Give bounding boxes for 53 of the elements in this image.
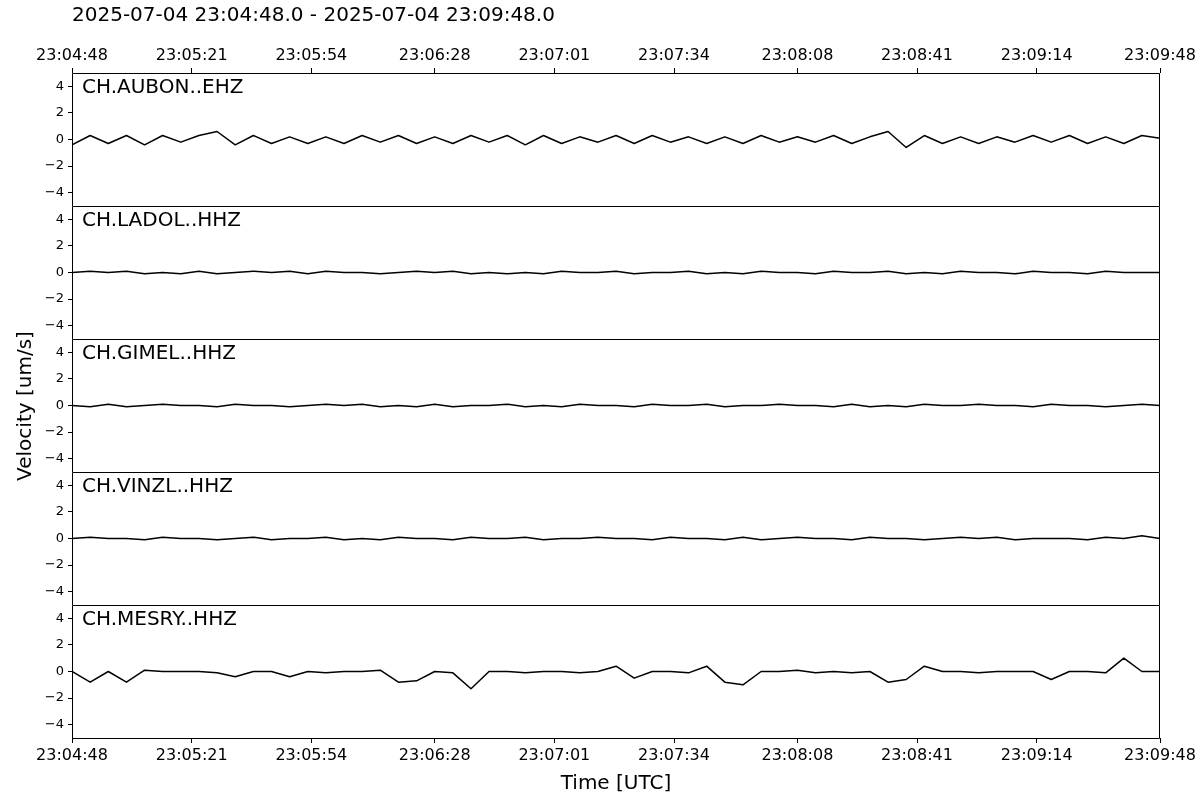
- y-tick-label: 4: [55, 476, 64, 492]
- y-tick-label: 2: [55, 370, 64, 386]
- x2-tick-label: 23:07:01: [518, 44, 591, 64]
- text: CH.LADOL..HHZ: [82, 207, 242, 232]
- y-tick-label: −4: [44, 450, 64, 466]
- x-tick-label: 23:07:34: [638, 744, 710, 764]
- y-tick-label: 0: [55, 662, 64, 678]
- y-tick-label: −2: [44, 290, 64, 306]
- y-tick-label: 2: [55, 503, 64, 519]
- x2-tick-label: 23:08:08: [761, 44, 834, 64]
- y-tick-label: −2: [44, 423, 64, 439]
- y-tick-label: 0: [55, 396, 64, 412]
- text: CH.MESRY..HHZ: [82, 606, 237, 631]
- x2-tick-label: 23:09:48: [1124, 44, 1196, 64]
- y-tick-label: 2: [55, 237, 64, 253]
- y-tick-label: 4: [55, 343, 64, 359]
- series-label: CH.GIMEL..HHZ: [82, 340, 236, 365]
- y-tick-label: 0: [55, 263, 64, 279]
- y-tick-label: 2: [55, 104, 64, 120]
- y-tick-label: −2: [44, 689, 64, 705]
- x2-tick-label: 23:07:34: [638, 44, 710, 64]
- x-tick-label: 23:09:48: [1124, 744, 1196, 764]
- series-label: CH.AUBON..EHZ: [82, 74, 244, 99]
- x-tick-label: 23:07:01: [518, 744, 591, 764]
- y-tick-label: 4: [55, 210, 64, 226]
- x2-tick-label: 23:04:48: [36, 44, 108, 64]
- y-tick-label: −2: [44, 157, 64, 173]
- y-tick-label: 0: [55, 130, 64, 146]
- x2-tick-label: 23:05:54: [275, 44, 348, 64]
- y-tick-label: 4: [55, 609, 64, 625]
- y-tick-label: −2: [44, 556, 64, 572]
- y-tick-label: −4: [44, 317, 64, 333]
- x-tick-label: 23:08:08: [761, 744, 834, 764]
- x2-tick-label: 23:06:28: [398, 44, 471, 64]
- x-tick-label: 23:08:41: [881, 744, 953, 764]
- x-tick-label: 23:09:14: [1000, 744, 1073, 764]
- x-tick-label: 23:04:48: [36, 744, 108, 764]
- x2-tick-label: 23:08:41: [881, 44, 953, 64]
- y-tick-label: −4: [44, 583, 64, 599]
- y-axis-title: Velocity [um/s]: [12, 330, 36, 481]
- x-tick-label: 23:06:28: [398, 744, 471, 764]
- y-tick-label: −4: [44, 184, 64, 200]
- x2-tick-label: 23:05:21: [155, 44, 228, 64]
- x-tick-label: 23:05:21: [155, 744, 228, 764]
- y-tick-label: 2: [55, 636, 64, 652]
- x-tick-label: 23:05:54: [275, 744, 348, 764]
- y-tick-label: 4: [55, 77, 64, 93]
- chart-title: 2025-07-04 23:04:48.0 - 2025-07-04 23:09:48.0: [72, 2, 555, 26]
- x2-tick-label: 23:09:14: [1000, 44, 1073, 64]
- y-tick-label: 0: [55, 529, 64, 545]
- y-tick-label: −4: [44, 716, 64, 732]
- text: CH.VINZL..HHZ: [82, 473, 233, 498]
- x-axis-title: Time [UTC]: [559, 770, 672, 795]
